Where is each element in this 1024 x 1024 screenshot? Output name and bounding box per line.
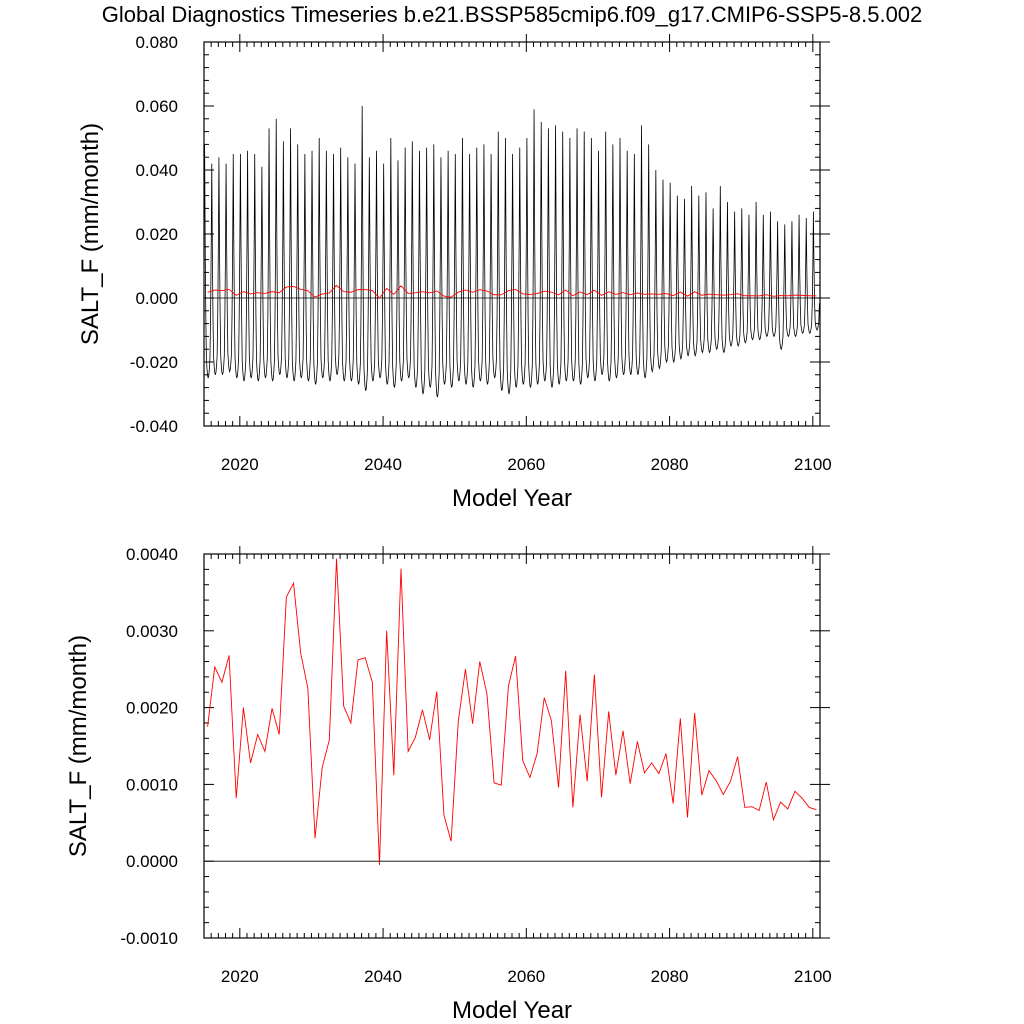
y-axis-title: SALT_F (mm/month) xyxy=(77,123,104,345)
top-panel: 2020 2040 2060 2080 2100 -0.040 -0.020 0.000 0.0… xyxy=(77,33,832,512)
x-axis-title: Model Year xyxy=(452,997,572,1024)
x-tick-label: 2060 xyxy=(507,967,545,986)
y-tick-label: 0.040 xyxy=(135,161,178,180)
y-tick-label: 0.0000 xyxy=(126,852,178,871)
x-tick-label: 2100 xyxy=(794,455,832,474)
monthly-line xyxy=(204,105,820,398)
x-tick-label: 2080 xyxy=(651,455,689,474)
y-tick-label: 0.0010 xyxy=(126,775,178,794)
x-tick-label: 2040 xyxy=(364,455,402,474)
y-axis-title: SALT_F (mm/month) xyxy=(65,635,92,857)
x-tick-label: 2080 xyxy=(651,967,689,986)
y-tick-label: -0.040 xyxy=(130,417,178,436)
x-tick-label: 2020 xyxy=(221,455,259,474)
x-axis-title: Model Year xyxy=(452,485,572,512)
x-tick-label: 2040 xyxy=(364,967,402,986)
x-tick-label: 2060 xyxy=(507,455,545,474)
y-tick-label: -0.0010 xyxy=(120,929,178,948)
y-tick-label: 0.0020 xyxy=(126,699,178,718)
bottom-panel: 2020 2040 2060 2080 2100 -0.0010 0.0000 0.0010 0… xyxy=(65,545,832,1024)
y-tick-label: 0.0040 xyxy=(126,545,178,564)
y-tick-label: 0.020 xyxy=(135,225,178,244)
x-tick-label: 2100 xyxy=(794,967,832,986)
annual-mean-line xyxy=(207,558,817,866)
x-tick-label: 2020 xyxy=(221,967,259,986)
y-tick-label: 0.0030 xyxy=(126,622,178,641)
annual-mean-line xyxy=(207,284,817,299)
y-tick-label: -0.020 xyxy=(130,353,178,372)
y-tick-label: 0.080 xyxy=(135,33,178,52)
page-title: Global Diagnostics Timeseries b.e21.BSSP… xyxy=(101,2,923,27)
y-tick-label: 0.000 xyxy=(135,289,178,308)
y-tick-label: 0.060 xyxy=(135,97,178,116)
